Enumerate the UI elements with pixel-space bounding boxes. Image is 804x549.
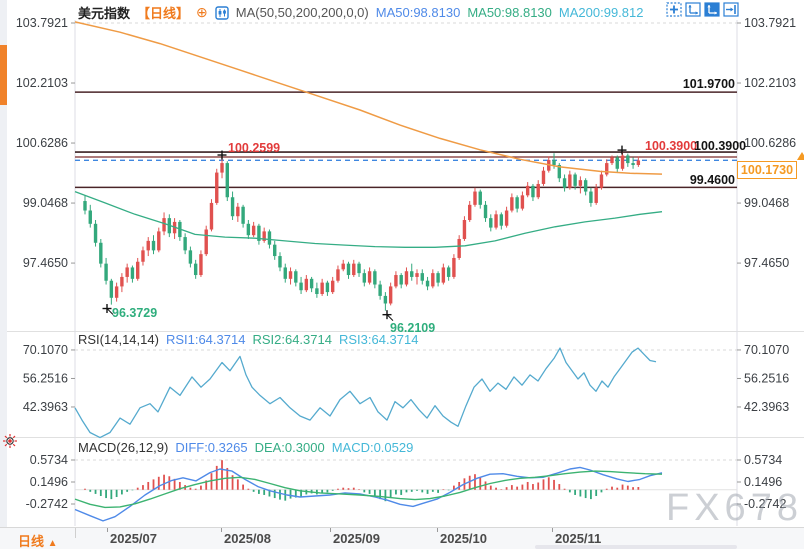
period-selector[interactable]: 日线 ▲	[18, 534, 58, 549]
svg-text:0.5734: 0.5734	[744, 453, 782, 467]
last-price-box: 100.1730	[737, 161, 797, 179]
chart-toolbar	[666, 2, 739, 17]
resistance-mid-label-red: 100.3900	[645, 139, 698, 153]
rsi-title[interactable]: RSI(14,14,14)	[78, 332, 159, 347]
svg-text:0.1496: 0.1496	[30, 475, 68, 489]
svg-text:103.7921: 103.7921	[16, 16, 68, 30]
dea-value: DEA:0.3000	[254, 440, 325, 455]
ma50-value-1: MA50:98.8130	[375, 5, 461, 20]
candlestick-chart-icon[interactable]	[215, 5, 229, 20]
svg-text:0.1496: 0.1496	[744, 475, 782, 489]
svg-text:103.7921: 103.7921	[744, 16, 796, 30]
date-label: 2025/07	[110, 531, 157, 546]
time-axis-bar: 日线 ▲ 2025/07 2025/08 2025/09 2025/10 202…	[0, 527, 804, 549]
add-indicator-icon[interactable]: ⊕	[196, 4, 208, 20]
svg-text:-0.2742: -0.2742	[26, 497, 68, 511]
axis-zoom-icon[interactable]	[685, 2, 701, 17]
rsi3-value: RSI3:64.3714	[338, 332, 419, 347]
svg-text:102.2103: 102.2103	[744, 76, 796, 90]
month-tick	[221, 528, 222, 532]
left-scrollbar-thumb[interactable]	[0, 45, 7, 105]
svg-text:70.1070: 70.1070	[744, 343, 789, 357]
horizontal-scrollbar-thumb[interactable]	[535, 545, 737, 549]
svg-text:97.4650: 97.4650	[744, 256, 789, 270]
svg-text:56.2516: 56.2516	[23, 371, 68, 385]
svg-text:100.6286: 100.6286	[744, 136, 796, 150]
chevron-up-icon: ▲	[47, 538, 58, 549]
macd-title[interactable]: MACD(26,12,9)	[78, 440, 169, 455]
swing-low1-label: 96.3729	[112, 306, 158, 320]
rsi1-value: RSI1:64.3714	[165, 332, 246, 347]
svg-text:70.1070: 70.1070	[23, 343, 68, 357]
fx678-watermark: FX678	[666, 487, 803, 529]
svg-text:99.0468: 99.0468	[744, 196, 789, 210]
svg-text:97.4650: 97.4650	[23, 256, 68, 270]
resistance-mid-label-black: 100.3900	[694, 139, 747, 153]
ma50-value-2: MA50:98.8130	[467, 5, 552, 20]
svg-text:100.6286: 100.6286	[16, 136, 68, 150]
svg-text:99.0468: 99.0468	[23, 196, 68, 210]
alarm-icon[interactable]	[2, 433, 18, 449]
svg-text:56.2516: 56.2516	[744, 371, 789, 385]
left-scrollbar[interactable]	[0, 0, 7, 527]
month-tick	[330, 528, 331, 532]
svg-text:102.2103: 102.2103	[16, 76, 68, 90]
spike-high-label: 100.2599	[228, 141, 281, 155]
month-tick	[107, 528, 108, 532]
ma200-value: MA200:99.812	[558, 5, 644, 20]
main-chart-header: 美元指数 【日线】 ⊕ MA(50,50,200,200,0,0) MA50:9…	[78, 3, 643, 22]
svg-text:42.3963: 42.3963	[23, 400, 68, 414]
macd-value: MACD:0.0529	[331, 440, 414, 455]
swing-low2-label: 96.2109	[390, 321, 436, 335]
period-tag[interactable]: 【日线】	[137, 6, 190, 21]
support-label: 99.4600	[689, 173, 735, 187]
divider	[75, 528, 76, 538]
symbol-name: 美元指数	[78, 6, 131, 21]
ma-settings[interactable]: MA(50,50,200,200,0,0)	[235, 5, 369, 20]
rsi2-value: RSI2:64.3714	[252, 332, 332, 347]
svg-text:-0.2742: -0.2742	[744, 497, 786, 511]
axis-zoom-active-icon[interactable]	[704, 2, 720, 17]
date-label: 2025/09	[333, 531, 380, 546]
date-label: 2025/10	[440, 531, 487, 546]
jump-to-latest-icon[interactable]	[723, 2, 739, 17]
diff-value: DIFF:0.3265	[175, 440, 248, 455]
date-label: 2025/08	[224, 531, 271, 546]
pan-mode-icon[interactable]	[666, 2, 682, 17]
date-label: 2025/11	[555, 531, 602, 546]
month-tick	[437, 528, 438, 532]
resistance-upper-label: 101.9700	[682, 77, 735, 91]
macd-header: MACD(26,12,9) DIFF:0.3265 DEA:0.3000 MAC…	[78, 440, 413, 455]
month-tick	[552, 528, 553, 532]
rsi-header: RSI(14,14,14) RSI1:64.3714 RSI2:64.3714 …	[78, 332, 418, 347]
svg-text:0.5734: 0.5734	[30, 453, 68, 467]
svg-text:42.3963: 42.3963	[744, 400, 789, 414]
